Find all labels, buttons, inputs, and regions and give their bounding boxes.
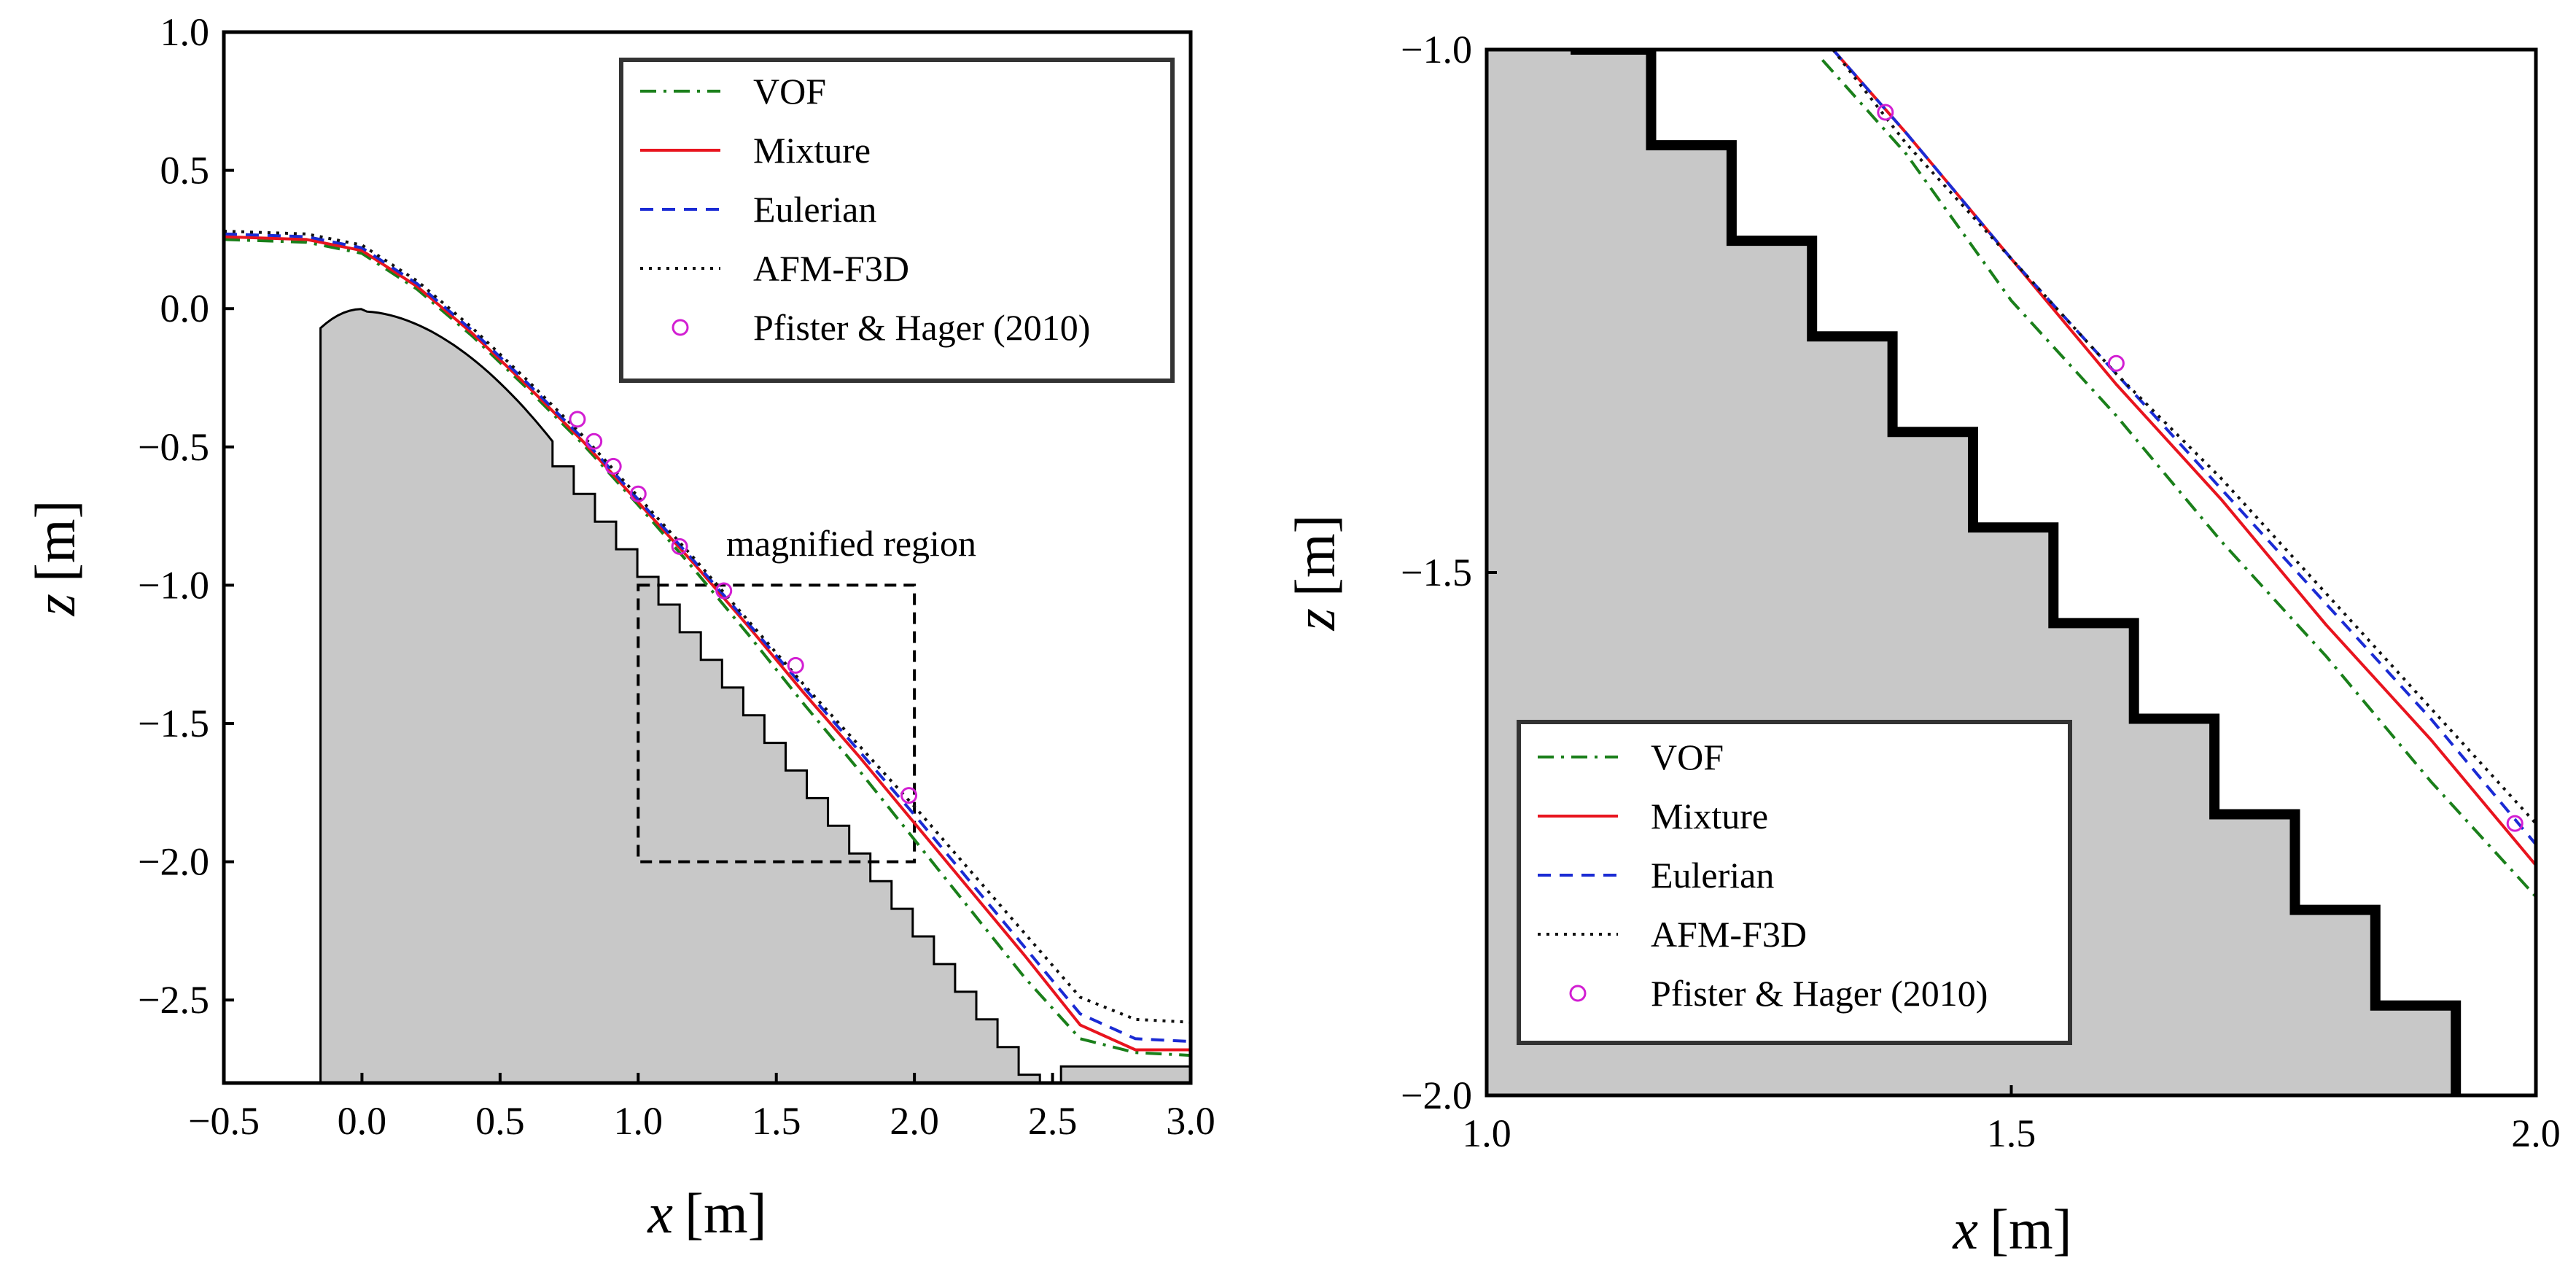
main-y-tick-label: 0.0: [160, 287, 210, 330]
main-x-ticks: −0.5 0.0 0.5 1.0 1.5 2.0 2.5 3.0: [188, 1073, 1215, 1143]
magnified-legend-label-afm-f3d: AFM-F3D: [1651, 914, 1807, 955]
main-marker-pfister-hager-2010: [787, 656, 804, 674]
main-marker-pfister-hager-2010: [671, 537, 688, 555]
main-y-tick-label: −1.5: [138, 702, 209, 745]
main-x-tick-label: 1.0: [614, 1099, 664, 1143]
magnified-legend-label-eulerian: Eulerian: [1651, 855, 1774, 896]
main-y-axis-unit: [m]: [23, 500, 87, 583]
magnified-y-tick-label: −2.0: [1401, 1074, 1472, 1117]
main-series-layer: [224, 230, 1191, 1057]
magnified-legend-label-pfister-hager-2010: Pfister & Hager (2010): [1651, 973, 1988, 1014]
spillway-body: [319, 308, 1191, 1083]
magnified-y-tick-label: −1.0: [1401, 28, 1472, 71]
main-legend: VOF Mixture Eulerian AFM-F3D Pfister & Hager…: [619, 58, 1175, 383]
main-line-afm-f3d: [224, 230, 1191, 1024]
magnified-x-tick-label: 1.0: [1462, 1111, 1511, 1155]
magnified-x-axis-unit: [m]: [1990, 1198, 2072, 1261]
magnified-y-tick-label: −1.5: [1401, 551, 1472, 594]
magnified-line-eulerian: [1832, 50, 2536, 846]
magnified-x-axis-label: x [m]: [1952, 1198, 2071, 1261]
main-y-tick-label: −0.5: [138, 425, 209, 469]
magnified-region-annotation: magnified region: [726, 523, 976, 564]
main-legend-frame: [619, 58, 1175, 383]
main-x-tick-label: 2.0: [890, 1099, 939, 1143]
main-x-tick-label: 0.0: [338, 1099, 387, 1143]
main-y-tick-label: −2.5: [138, 978, 209, 1022]
main-legend-label-pfister-hager-2010: Pfister & Hager (2010): [753, 307, 1090, 348]
magnified-marker-pfister-hager-2010: [2506, 815, 2524, 832]
magnified-y-ticks: −1.0 −1.5 −2.0: [1401, 28, 1497, 1117]
main-x-tick-label: 1.5: [752, 1099, 801, 1143]
main-marker-pfister-hager-2010: [629, 485, 647, 502]
main-marker-pfister-hager-2010: [585, 432, 603, 450]
magnified-legend-marker-pfister-hager-2010: [1569, 985, 1587, 1002]
main-line-mixture: [224, 235, 1191, 1052]
main-x-tick-label: 0.5: [475, 1099, 525, 1143]
main-x-tick-label: 3.0: [1166, 1099, 1215, 1143]
main-marker-pfister-hager-2010: [900, 787, 918, 804]
magnified-x-tick-label: 1.5: [1987, 1111, 2036, 1155]
magnified-chart-panel: 1.0 1.5 2.0 −1.0−1.5−2.0 x [m] z[m] VOFMixt…: [1283, 28, 2561, 1261]
main-marker-pfister-hager-2010: [569, 411, 586, 428]
main-line-vof: [224, 238, 1191, 1057]
magnified-legend: VOF Mixture Eulerian AFM-F3D Pfister & Hager…: [1517, 720, 2072, 1045]
main-x-axis-label: x [m]: [647, 1181, 766, 1245]
magnified-marker-pfister-hager-2010: [1877, 104, 1894, 121]
main-legend-label-vof: VOF: [753, 71, 826, 112]
main-x-tick-label: −0.5: [188, 1099, 260, 1143]
main-y-ticks: 1.0 0.5 0.0 −0.5 −1.0 −1.5 −2.0 −2.5: [138, 10, 234, 1022]
magnified-marker-pfister-hager-2010: [2107, 354, 2125, 372]
magnified-y-axis-label: z [m]: [1283, 515, 1347, 632]
magnified-x-tick-label: 2.0: [2511, 1111, 2561, 1155]
main-y-tick-label: 0.5: [160, 149, 210, 193]
magnified-line-vof: [1821, 58, 2536, 898]
main-marker-pfister-hager-2010: [604, 457, 622, 475]
magnified-region-box: [637, 583, 917, 863]
main-marker-pfister-hager-2010: [715, 582, 733, 599]
main-chart-panel: −0.5 0.0 0.5 1.0 1.5 2.0 2.5 3.0 1.00.50.0−0.5−…: [23, 10, 1215, 1245]
magnified-y-axis-var: z: [1283, 608, 1347, 631]
main-legend-label-eulerian: Eulerian: [753, 189, 876, 230]
magnified-series-layer: [1821, 50, 2536, 898]
main-legend-label-mixture: Mixture: [753, 130, 871, 171]
main-plot-frame: [222, 30, 1193, 1085]
steps-outline: [1571, 50, 2462, 1095]
main-x-tick-label: 2.5: [1028, 1099, 1078, 1143]
magnified-legend-label-vof: VOF: [1651, 737, 1724, 777]
main-y-tick-label: −1.0: [138, 563, 209, 607]
main-y-tick-label: −2.0: [138, 840, 209, 884]
main-y-axis-label: z [m]: [23, 500, 87, 617]
magnified-legend-frame: [1517, 720, 2072, 1045]
magnified-region-box-layer: [637, 583, 917, 863]
main-y-tick-label: 1.0: [160, 10, 210, 54]
magnified-x-ticks: 1.0 1.5 2.0: [1462, 1085, 2561, 1155]
main-y-axis-var: z: [23, 594, 87, 616]
main-line-eulerian: [224, 232, 1191, 1044]
magnified-y-axis-unit: [m]: [1283, 515, 1347, 597]
magnified-x-axis-var: x: [1952, 1198, 1978, 1261]
spillway-body-layer: [319, 308, 1191, 1083]
main-x-axis-unit: [m]: [685, 1181, 767, 1245]
magnified-legend-label-mixture: Mixture: [1651, 796, 1768, 837]
main-x-axis-var: x: [647, 1181, 673, 1245]
main-legend-label-afm-f3d: AFM-F3D: [753, 248, 909, 289]
main-legend-marker-pfister-hager-2010: [672, 319, 689, 336]
